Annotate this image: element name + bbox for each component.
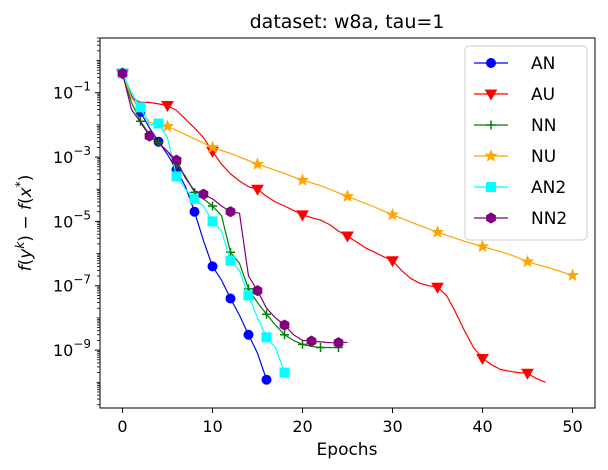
- marker-nn2: [279, 319, 290, 331]
- marker-an2: [225, 255, 236, 266]
- legend-marker-an: [486, 58, 496, 68]
- y-tick-label: 10−1: [53, 80, 91, 103]
- x-tick-label: 10: [202, 417, 222, 436]
- marker-nn2: [225, 206, 236, 218]
- marker-an2: [207, 216, 218, 227]
- legend-item-nu: NU: [474, 147, 556, 167]
- marker-au: [161, 100, 174, 112]
- marker-nu: [340, 189, 355, 202]
- series-layer: [115, 66, 580, 385]
- marker-an2: [171, 171, 182, 182]
- marker-nu: [385, 207, 400, 221]
- series-an: [117, 68, 272, 385]
- marker-nn2: [306, 335, 317, 347]
- legend-marker-au: [484, 89, 498, 101]
- y-axis: 10−1 10−3 10−5 10−7 10−9: [53, 37, 100, 406]
- marker-nn: [136, 116, 145, 126]
- x-axis: 0 10 20 30 40 50: [117, 408, 583, 436]
- marker-an2: [153, 118, 164, 129]
- marker-nn2: [252, 285, 263, 297]
- legend-item-nn2: NN2: [474, 209, 567, 229]
- chart-title: dataset: w8a, tau=1: [250, 11, 445, 33]
- marker-nu: [430, 225, 445, 238]
- marker-nu: [295, 173, 310, 186]
- marker-nn: [298, 339, 307, 349]
- marker-nu: [475, 239, 490, 253]
- marker-nu: [205, 140, 220, 153]
- series-line-nn2: [121, 73, 348, 344]
- marker-nn: [280, 330, 289, 340]
- marker-au: [431, 282, 444, 294]
- legend-box: [464, 45, 588, 241]
- legend-item-nn: NN: [474, 116, 556, 136]
- marker-nu: [250, 157, 265, 170]
- marker-nn: [262, 309, 271, 319]
- x-tick-label: 50: [562, 417, 582, 436]
- marker-au: [386, 256, 399, 268]
- marker-an: [243, 329, 254, 340]
- marker-au: [296, 210, 309, 222]
- legend-marker-nn: [486, 120, 496, 130]
- series-an2: [117, 68, 290, 378]
- legend-item-an: AN: [474, 54, 555, 74]
- marker-nn2: [198, 188, 209, 200]
- marker-nu: [160, 119, 175, 132]
- marker-an2: [189, 193, 200, 204]
- legend-label-an: AN: [531, 54, 555, 74]
- series-nn2: [117, 67, 348, 349]
- marker-an: [225, 293, 236, 304]
- series-line-an2: [121, 73, 286, 373]
- marker-an2: [135, 102, 146, 113]
- marker-an2: [261, 332, 272, 343]
- marker-nu: [565, 268, 580, 281]
- marker-au: [341, 231, 354, 243]
- marker-an2: [243, 290, 254, 301]
- marker-nn: [316, 343, 325, 353]
- x-tick-label: 0: [117, 417, 127, 436]
- marker-an: [189, 206, 200, 217]
- legend-item-an2: AN2: [474, 178, 566, 198]
- marker-nn: [208, 201, 217, 211]
- marker-an: [261, 374, 272, 385]
- marker-au: [476, 353, 489, 365]
- marker-nn2: [117, 67, 128, 79]
- x-tick-label: 30: [382, 417, 402, 436]
- y-tick-label: 10−5: [53, 208, 91, 231]
- marker-au: [521, 368, 534, 380]
- legend-label-nn: NN: [531, 116, 556, 136]
- marker-au: [251, 184, 264, 196]
- x-tick-label: 20: [292, 417, 312, 436]
- legend-label-nu: NU: [531, 147, 556, 167]
- marker-nn2: [171, 154, 182, 166]
- legend-label-an2: AN2: [531, 178, 566, 198]
- marker-nu: [520, 254, 535, 268]
- y-tick-label: 10−9: [53, 337, 91, 360]
- legend-marker-nn2: [486, 212, 496, 224]
- marker-nn2: [144, 130, 155, 142]
- x-axis-label: Epochs: [317, 440, 378, 460]
- y-axis-label: f(yk) − f(x*): [13, 175, 36, 272]
- legend-label-nn2: NN2: [531, 209, 567, 229]
- marker-nn2: [333, 337, 344, 349]
- y-tick-label: 10−3: [53, 144, 91, 167]
- series-line-au: [121, 73, 546, 383]
- legend-marker-an2: [486, 182, 496, 192]
- legend-label-au: AU: [531, 85, 555, 105]
- marker-an2: [279, 367, 290, 378]
- legend-marker-nu: [484, 149, 498, 162]
- legend-item-au: AU: [474, 85, 555, 105]
- x-tick-label: 40: [472, 417, 492, 436]
- y-tick-label: 10−7: [53, 273, 91, 296]
- legend: AN AU NN NU AN2 NN2: [464, 45, 588, 241]
- marker-an: [207, 261, 218, 272]
